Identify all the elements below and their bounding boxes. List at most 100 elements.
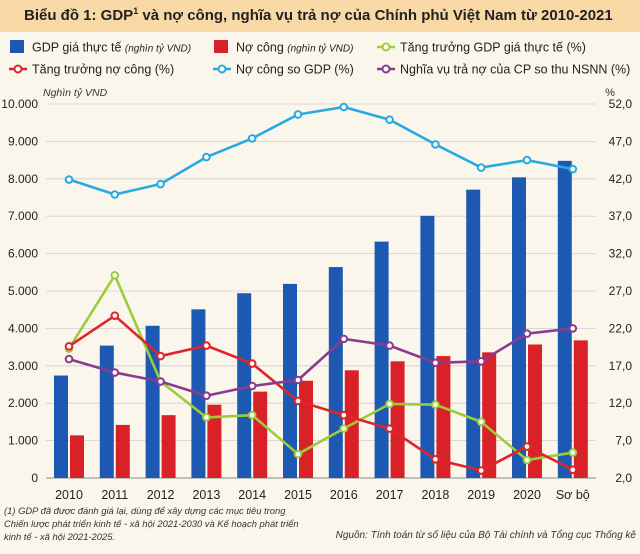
title-prefix: Biểu đồ 1: GDP — [24, 7, 134, 24]
right-axis-unit: % — [605, 87, 615, 99]
bar-public-debt — [528, 344, 542, 478]
category-label: 2015 — [284, 488, 312, 502]
series-point-1 — [568, 448, 578, 457]
legend-swatch-marker — [217, 64, 227, 74]
title-suffix: và nợ công, nghĩa vụ trả nợ của Chính ph… — [138, 7, 613, 24]
series-point-2 — [476, 466, 486, 475]
series-point-4 — [568, 324, 578, 333]
left-tick-label: 4.000 — [8, 321, 38, 335]
series-point-2 — [202, 341, 211, 350]
bar-public-debt — [482, 352, 497, 478]
category-label: 2011 — [101, 488, 128, 502]
legend-label-note: (nghìn tỷ VND) — [287, 43, 353, 55]
legend-swatch-marker — [13, 64, 23, 74]
legend-label: Nợ công (nghìn tỷ VND) — [236, 41, 353, 55]
left-tick-label: 2.000 — [8, 396, 38, 410]
bar-gdp — [237, 293, 252, 478]
bar-public-debt — [115, 424, 130, 478]
category-label: 2018 — [421, 488, 449, 502]
right-tick-label: 2,0 — [615, 471, 632, 485]
series-point-4 — [202, 391, 211, 401]
legend-label-note: (%) — [611, 63, 630, 77]
bar-public-debt — [573, 340, 588, 478]
series-point-3 — [339, 102, 349, 112]
legend-label-note: (nghìn tỷ VND) — [125, 43, 191, 55]
right-tick-label: 27,0 — [609, 284, 633, 298]
legend-label-note: (%) — [155, 63, 174, 77]
bar-public-debt — [161, 415, 176, 478]
series-point-2 — [247, 359, 257, 368]
series-point-1 — [293, 449, 303, 459]
series-point-4 — [293, 375, 303, 385]
left-tick-label: 10.000 — [1, 97, 38, 111]
right-tick-label: 42,0 — [609, 172, 633, 186]
series-point-4 — [385, 341, 394, 350]
series-point-4 — [522, 329, 532, 338]
bar-gdp — [54, 375, 68, 478]
left-tick-label: 7.000 — [8, 209, 38, 223]
left-tick-label: 3.000 — [8, 359, 38, 373]
category-label: 2014 — [238, 488, 266, 502]
legend-swatch-bar — [10, 40, 24, 53]
right-tick-label: 7,0 — [615, 434, 632, 448]
series-point-2 — [64, 342, 74, 351]
series-point-4 — [110, 368, 120, 377]
legend-label-name: GDP giá thực tế — [32, 41, 125, 55]
legend-label-name: Nợ công — [236, 41, 287, 55]
left-tick-label: 6.000 — [8, 247, 38, 261]
combo-chart: GDP giá thực tế (nghìn tỷ VND) Nợ công (n… — [1, 40, 633, 502]
category-label: 2012 — [147, 488, 175, 502]
right-tick-label: 17,0 — [609, 359, 633, 373]
bar-gdp — [512, 177, 526, 478]
legend-label: Tăng trưởng nợ công (%) — [32, 63, 174, 77]
category-label: 2020 — [513, 488, 541, 502]
bar-gdp — [99, 345, 114, 478]
category-label: 2010 — [55, 488, 83, 502]
series-point-4 — [431, 358, 440, 368]
right-tick-label: 47,0 — [609, 134, 633, 148]
series-point-1 — [247, 410, 257, 420]
series-point-4 — [156, 377, 165, 386]
left-tick-label: 0 — [31, 471, 38, 485]
series-point-3 — [110, 190, 120, 199]
series-point-2 — [110, 311, 120, 320]
bar-gdp — [466, 189, 481, 478]
right-tick-label: 22,0 — [609, 321, 633, 335]
series-point-1 — [385, 399, 394, 409]
left-axis-unit: Nghìn tỷ VND — [43, 87, 108, 99]
series-line-4 — [68, 327, 573, 398]
bar-public-debt — [436, 356, 451, 478]
bar-gdp — [420, 215, 435, 479]
right-tick-label: 52,0 — [609, 97, 633, 111]
legend-label: Tăng trưởng GDP giá thực tế (%) — [400, 41, 586, 55]
series-point-1 — [431, 400, 440, 409]
series-point-1 — [110, 270, 120, 280]
legend-label: Nợ công so GDP (%) — [236, 63, 354, 77]
series-point-3 — [522, 155, 532, 165]
right-tick-label: 12,0 — [609, 396, 633, 410]
left-tick-label: 8.000 — [8, 172, 38, 186]
right-tick-label: 32,0 — [609, 247, 633, 261]
series-point-4 — [64, 354, 74, 364]
bar-public-debt — [207, 404, 222, 478]
bar-public-debt — [390, 361, 405, 478]
series-point-3 — [476, 163, 486, 172]
series-point-3 — [64, 175, 74, 184]
series-line-3 — [68, 105, 574, 196]
bar-gdp — [328, 267, 343, 478]
bar-gdp — [145, 325, 160, 478]
title-superscript: 1 — [133, 6, 139, 16]
left-tick-label: 5.000 — [8, 284, 38, 298]
series-point-3 — [293, 110, 303, 119]
legend-swatch-bar — [214, 40, 228, 53]
category-label: 2017 — [376, 488, 404, 502]
series-point-1 — [202, 413, 211, 422]
bar-public-debt — [253, 391, 268, 478]
bar-public-debt — [70, 435, 84, 478]
legend-label: GDP giá thực tế (nghìn tỷ VND) — [32, 41, 191, 55]
chart-title: Biểu đồ 1: GDP1 và nợ công, nghĩa vụ trả… — [24, 6, 613, 24]
series-point-3 — [156, 179, 165, 189]
series-point-2 — [385, 424, 394, 433]
left-tick-label: 1.000 — [8, 434, 38, 448]
